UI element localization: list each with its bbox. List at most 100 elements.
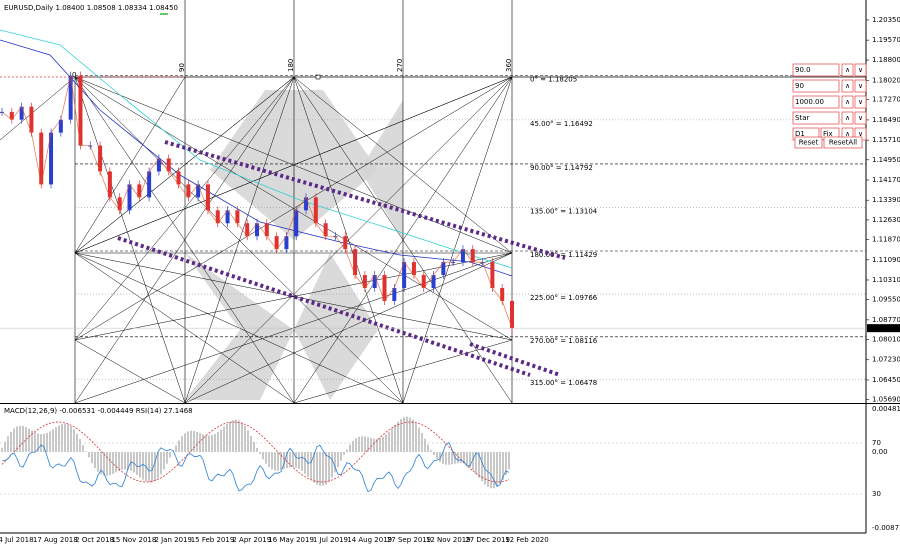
macd-bar	[277, 452, 279, 471]
macd-bar	[244, 425, 246, 452]
candle	[313, 197, 318, 224]
candle	[353, 249, 358, 276]
gann-angle-label: 360	[505, 59, 513, 72]
gann-fan-line	[74, 76, 295, 404]
macd-bar	[211, 435, 213, 452]
macd-bar	[415, 423, 417, 452]
date-label: 1 Jul 2019	[313, 536, 348, 544]
candle	[19, 106, 24, 120]
gann-fan-line	[74, 76, 513, 254]
macd-bar	[340, 452, 342, 461]
macd-bar	[253, 441, 255, 452]
macd-bar	[34, 432, 36, 452]
current-price-label: 1.08450	[871, 324, 900, 332]
panel-field[interactable]	[792, 111, 840, 125]
macd-bar	[250, 435, 252, 452]
panel-field[interactable]	[792, 95, 840, 109]
date-label: 4 Jul 2018	[0, 536, 34, 544]
macd-bar	[403, 417, 405, 452]
gann-shape	[185, 253, 294, 400]
macd-bar	[103, 452, 105, 476]
panel-button[interactable]	[823, 136, 863, 149]
candle	[166, 158, 171, 172]
gann-fan-line	[74, 76, 404, 404]
gann-angle-label: 0	[72, 71, 76, 79]
macd-bar	[91, 452, 93, 464]
gann-fan-line	[0, 76, 76, 141]
macd-bar	[202, 434, 204, 452]
macd-bar	[496, 452, 498, 487]
macd-bar	[505, 452, 507, 475]
panel-arrow-button[interactable]	[841, 111, 854, 125]
panel-arrow-button[interactable]	[854, 111, 867, 125]
macd-bar	[226, 423, 228, 452]
panel-arrow-button[interactable]	[841, 79, 854, 93]
macd-bar	[193, 430, 195, 452]
price-tick-label: 1.17270	[872, 96, 900, 104]
macd-bar	[271, 452, 273, 470]
candle	[255, 223, 259, 237]
candle	[245, 223, 250, 237]
candle	[196, 184, 201, 198]
macd-bar	[475, 452, 477, 474]
macd-bar	[493, 452, 495, 489]
candle	[362, 275, 367, 289]
price-tick-label: 1.15710	[872, 136, 900, 144]
panel-arrow-button[interactable]	[854, 79, 867, 93]
macd-bar	[484, 452, 486, 485]
macd-bar	[427, 444, 429, 452]
gann-level-label: 90.00° = 1.14792	[530, 164, 593, 172]
macd-bar	[94, 452, 96, 469]
gann-level-label: 225.00° = 1.09766	[530, 294, 598, 302]
macd-bar	[220, 429, 222, 452]
panel-button-text: ResetAll	[829, 139, 857, 147]
gann-fan-line	[293, 339, 513, 404]
current-price-box	[867, 324, 900, 333]
macd-bar	[361, 436, 363, 452]
candle	[470, 249, 475, 263]
macd-bar	[304, 452, 306, 474]
panel-arrow-button[interactable]	[854, 95, 867, 109]
candle	[68, 75, 73, 120]
candle	[500, 288, 505, 301]
macd-bar	[283, 452, 285, 470]
macd-bar	[58, 425, 60, 452]
indicator-scale-label: 0.004814	[872, 405, 900, 413]
panel-arrow-button[interactable]	[841, 95, 854, 109]
macd-bar	[460, 452, 462, 464]
price-tick-label: 1.16490	[872, 116, 900, 124]
macd-bar	[196, 431, 198, 452]
price-tick-label: 1.12630	[872, 216, 900, 224]
rsi-line	[1, 442, 510, 493]
candle	[156, 158, 161, 172]
candle	[137, 184, 142, 198]
panel-arrow-button[interactable]	[854, 63, 867, 77]
macd-bar	[214, 433, 216, 452]
panel-field[interactable]	[792, 79, 840, 93]
macd-bar	[322, 452, 324, 486]
macd-bar	[106, 452, 108, 476]
macd-bar	[37, 433, 39, 452]
macd-bar	[349, 444, 351, 452]
macd-bar	[61, 423, 63, 452]
panel-field[interactable]	[792, 63, 840, 77]
candle	[176, 171, 181, 185]
macd-bar	[55, 427, 57, 452]
panel-button[interactable]	[794, 136, 823, 149]
panel-arrow: ∧	[845, 130, 850, 138]
macd-bar	[223, 426, 225, 452]
macd-bar	[442, 452, 444, 464]
panel-arrow-button[interactable]	[841, 63, 854, 77]
candle	[98, 145, 103, 172]
candle	[304, 197, 309, 211]
date-label: 15 Nov 2018	[111, 536, 156, 544]
macd-bar	[268, 452, 270, 468]
macd-bar	[10, 431, 12, 452]
macd-bar	[187, 431, 189, 452]
candle	[431, 275, 436, 289]
gann-fan-line	[184, 76, 295, 404]
ma-medium	[0, 39, 513, 277]
date-label: 2 Apr 2019	[232, 536, 271, 544]
macd-bar	[160, 452, 162, 475]
date-label: 15 Feb 2019	[191, 536, 235, 544]
